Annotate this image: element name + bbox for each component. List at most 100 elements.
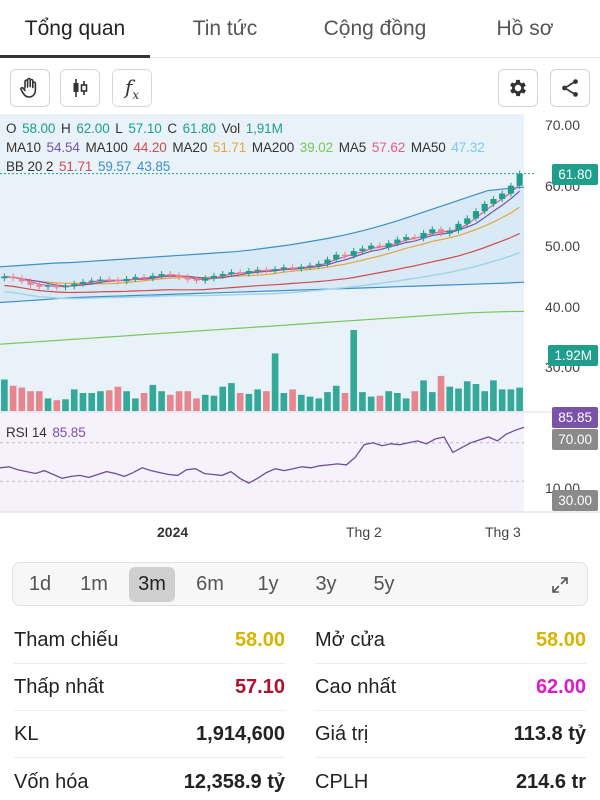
rsi-tick: 30.00 [552,490,598,511]
candle-body [10,276,17,279]
volume-bar [114,386,122,411]
stat-value: 62.00 [535,676,586,698]
stat-value: 57.10 [234,676,285,698]
candle-body [411,237,418,239]
volume-bar [132,398,139,411]
candle-body [507,185,514,194]
last-volume-badge: 1.92M [548,345,598,366]
stat-volume: KL 1,914,600 [14,712,285,758]
stat-value: 113.8 tỷ [513,723,586,745]
candlestick-type-button[interactable] [60,69,100,107]
fullscreen-button[interactable] [537,567,583,602]
stat-reference: Tham chiếu 58.00 [14,618,285,664]
price-tick: 70.00 [544,117,580,133]
volume-bar [149,384,157,411]
candle-body [149,275,156,279]
price-chart[interactable]: O 58.00 H 62.00 L 57.10 C 61.80 Vol 1,91… [0,114,600,554]
candle-body [455,223,462,231]
volume-bar [263,391,270,411]
candle-body [210,275,218,279]
ohlc-readout: O 58.00 H 62.00 L 57.10 C 61.80 Vol 1,91… [6,121,283,136]
candle-body [403,237,410,240]
candle-body [62,286,69,288]
volume-bar [184,391,192,411]
volume-bar [350,330,358,411]
volume-bar [420,380,427,411]
candle-body [472,211,480,219]
volume-bar [507,389,515,411]
volume-bar [228,383,235,411]
volume-bar [341,393,349,411]
rsi-value-badge: 85.85 [552,407,598,428]
tab-news[interactable]: Tin tức [192,16,258,40]
candle-body [429,229,436,233]
volume-bar [88,393,96,411]
top-tabs: Tổng quan Tin tức Cộng đồng Hồ sơ [0,0,600,58]
range-3y[interactable]: 3y [315,573,337,595]
volume-bar [70,389,78,411]
candle-body [219,274,226,276]
ma5-line [4,183,521,288]
settings-button[interactable] [498,69,538,107]
volume-bar [359,392,366,411]
stat-label: Giá trị [315,723,369,745]
candle-body [376,245,383,248]
candle-body [272,269,279,271]
candle-body [114,280,121,282]
candle-body [158,274,165,276]
expand-icon [552,576,568,593]
stat-label: Tham chiếu [14,629,119,651]
volume-bar [332,385,340,411]
volume-bar [428,392,436,411]
range-6m[interactable]: 6m [196,573,224,595]
range-1d[interactable]: 1d [28,573,52,595]
candle-body [350,251,357,256]
candle-body [123,278,130,282]
stat-value: 58.00 [535,629,586,651]
volume-bar [254,389,261,411]
volume-bar [271,353,279,411]
range-1m[interactable]: 1m [80,573,108,595]
tab-profile[interactable]: Hồ sơ [496,16,554,40]
candle-body [237,272,244,274]
stat-value: 12,358.9 tỷ [183,770,285,793]
volume-bar [53,400,61,411]
volume-bar [245,393,253,411]
stat-label: Mở cửa [315,629,385,651]
stat-low: Thấp nhất 57.10 [14,665,285,711]
candle-body [499,193,506,200]
hand-tool-button[interactable] [10,69,50,107]
candle-body [368,245,375,249]
price-tick: 50.00 [544,238,580,254]
chart-canvas[interactable] [0,114,600,554]
volume-bar [166,394,174,411]
candle-body [490,199,497,204]
candlestick-icon [73,79,88,97]
stat-open: Mở cửa 58.00 [315,618,586,664]
range-1y[interactable]: 1y [257,573,279,595]
range-5y[interactable]: 5y [373,573,395,595]
stat-market-cap: Vốn hóa 12,358.9 tỷ [14,759,285,800]
tab-overview[interactable]: Tổng quan [0,0,150,58]
volume-bar [402,398,410,411]
range-3m[interactable]: 3m [129,567,175,602]
volume-bar [472,384,480,411]
volume-bar [27,391,34,411]
ma10-line [4,190,520,287]
candle-body [202,278,209,281]
share-button[interactable] [550,69,590,107]
candle-body [97,279,104,281]
candle-body [88,280,95,282]
chart-toolbar: fx [0,66,600,112]
volume-bar [297,394,305,411]
gear-icon [510,79,526,97]
volume-bar [79,393,87,411]
indicator-button[interactable]: fx [112,69,152,107]
bollinger-band [0,187,524,303]
tab-community[interactable]: Cộng đồng [323,16,427,40]
volume-bar [516,387,523,411]
volume-bar [44,398,52,411]
candle-body [516,173,523,186]
bb-upper-line [0,186,525,268]
candle-body [298,266,305,269]
